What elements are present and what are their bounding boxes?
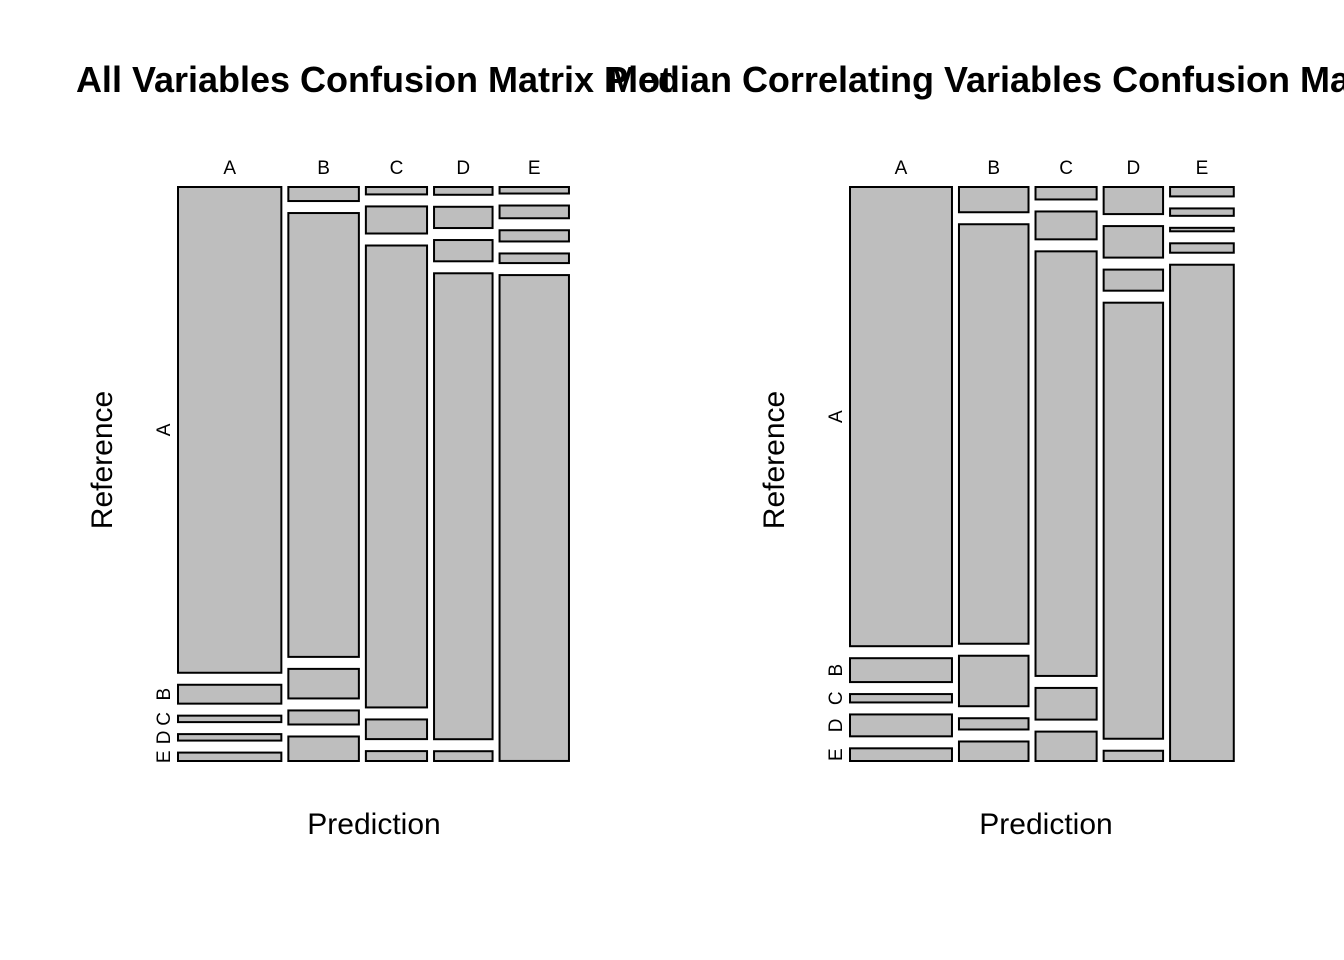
mosaic-tile — [1102, 301, 1165, 740]
x-tick-label: A — [223, 158, 236, 179]
right-chart-title: Median Correlating Variables Confusion M… — [608, 59, 1344, 100]
mosaic-tile — [433, 272, 494, 741]
mosaic-tile — [1034, 250, 1098, 677]
mosaic-tile — [1034, 186, 1098, 201]
mosaic-tile — [433, 750, 494, 762]
mosaic-tile — [849, 693, 953, 704]
mosaic-tile — [498, 274, 570, 762]
mosaic-tile — [849, 747, 953, 763]
mosaic-tile — [1102, 225, 1165, 259]
x-tick-label: D — [456, 158, 470, 179]
left-x-axis-label: Prediction — [307, 808, 440, 841]
mosaic-tile — [364, 750, 429, 763]
mosaic-tile — [177, 714, 283, 724]
right-mosaic-tiles — [849, 186, 1235, 763]
y-tick-label: D — [154, 730, 175, 744]
y-tick-label: A — [154, 423, 175, 436]
mosaic-tile — [364, 244, 429, 709]
x-tick-label: C — [390, 158, 404, 179]
mosaic-tile — [1169, 186, 1235, 198]
mosaic-tile — [1169, 207, 1235, 217]
y-tick-label: E — [154, 750, 175, 763]
y-tick-label: C — [826, 691, 847, 705]
mosaic-tile — [957, 740, 1030, 763]
x-tick-label: B — [317, 158, 330, 179]
right-x-axis-label: Prediction — [979, 808, 1112, 841]
mosaic-tile — [849, 713, 953, 738]
mosaic-tile — [498, 204, 570, 220]
mosaic-tile — [287, 735, 360, 763]
mosaic-tile — [177, 683, 283, 705]
mosaic-tile — [364, 205, 429, 235]
mosaic-tile — [177, 751, 283, 762]
x-tick-label: C — [1059, 158, 1073, 179]
left-y-axis-label: Reference — [86, 391, 119, 529]
x-tick-label: E — [1196, 158, 1209, 179]
mosaic-tile — [957, 186, 1030, 214]
mosaic-tile — [364, 718, 429, 741]
mosaic-tile — [287, 709, 360, 726]
right-x-ticks: A B C D E — [895, 158, 1209, 179]
mosaic-tile — [1169, 226, 1235, 233]
y-tick-label: B — [826, 664, 847, 677]
right-y-ticks: A B CD E — [826, 410, 847, 761]
mosaic-tile — [1102, 749, 1165, 762]
mosaic-tile — [433, 239, 494, 263]
right-panel: Median Correlating Variables Confusion M… — [608, 59, 1344, 841]
mosaic-tile — [1169, 242, 1235, 254]
x-tick-label: A — [895, 158, 908, 179]
right-y-axis-label: Reference — [758, 391, 791, 529]
mosaic-tile — [177, 733, 283, 742]
mosaic-tile — [1034, 210, 1098, 241]
mosaic-tile — [1102, 186, 1165, 216]
y-tick-label: E — [826, 748, 847, 761]
mosaic-tile — [287, 186, 360, 203]
x-tick-label: B — [987, 158, 1000, 179]
mosaic-tile — [498, 252, 570, 265]
mosaic-tile — [1034, 686, 1098, 721]
x-tick-label: D — [1126, 158, 1140, 179]
mosaic-tile — [287, 212, 360, 658]
mosaic-tile — [957, 717, 1030, 731]
mosaic-tile — [957, 654, 1030, 708]
mosaic-tile — [1169, 263, 1235, 762]
mosaic-tile — [498, 229, 570, 243]
y-tick-label: D — [826, 719, 847, 733]
mosaic-tile — [957, 223, 1030, 645]
mosaic-tile — [1034, 730, 1098, 763]
mosaic-tile — [1102, 268, 1165, 292]
mosaic-tile — [433, 205, 494, 230]
mosaic-tile — [498, 186, 570, 195]
left-x-ticks: A B C D E — [223, 158, 540, 179]
mosaic-tile — [364, 186, 429, 196]
x-tick-label: E — [528, 158, 541, 179]
y-tick-label: B — [154, 688, 175, 701]
mosaic-tile — [849, 186, 953, 648]
left-chart-title: All Variables Confusion Matrix Plot — [76, 59, 672, 100]
y-tick-label: A — [826, 410, 847, 423]
y-tick-label: C — [154, 712, 175, 726]
mosaic-tile — [177, 186, 283, 674]
mosaic-tile — [433, 186, 494, 196]
left-mosaic-tiles — [177, 186, 570, 763]
mosaic-tile — [849, 657, 953, 684]
mosaic-tile — [287, 667, 360, 700]
